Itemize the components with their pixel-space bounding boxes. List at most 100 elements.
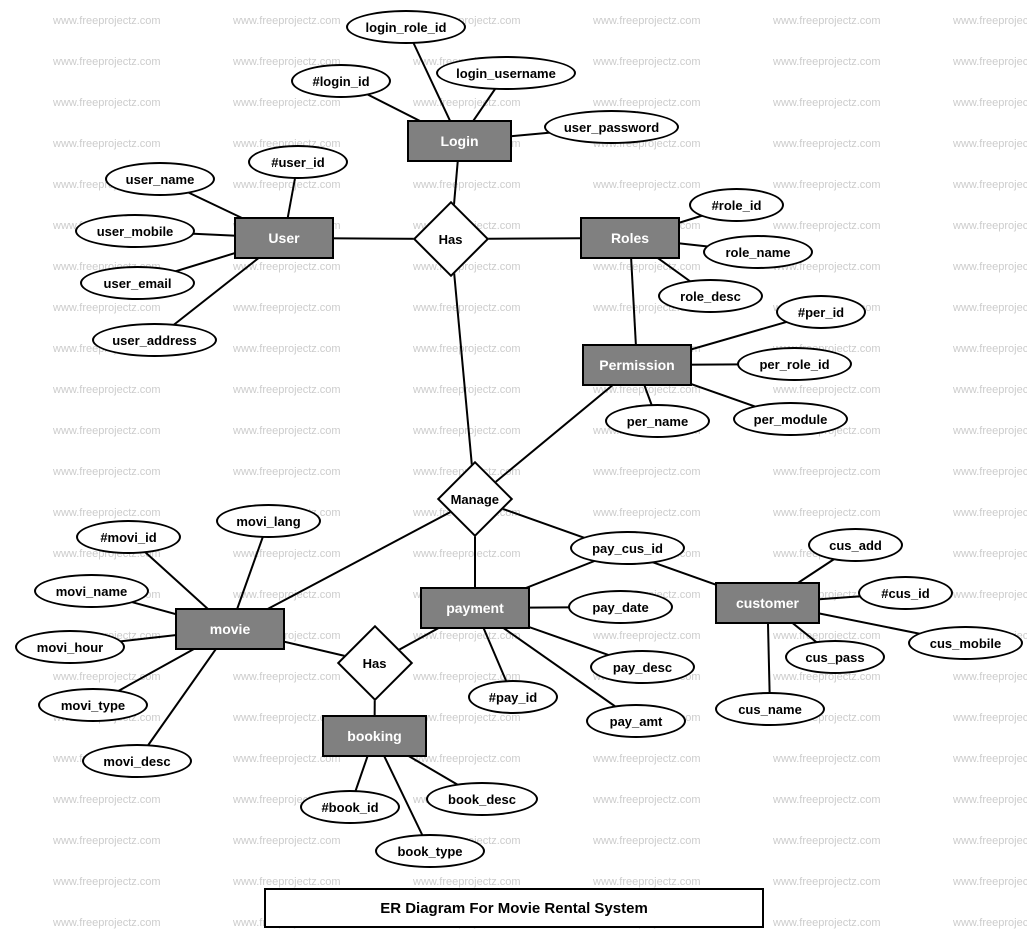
watermark-text: www.freeprojectz.com	[53, 56, 161, 68]
watermark-text: www.freeprojectz.com	[593, 466, 701, 478]
watermark-text: www.freeprojectz.com	[953, 15, 1027, 27]
entity-permission: Permission	[582, 344, 692, 386]
attribute-cus_mobile: cus_mobile	[908, 626, 1023, 660]
watermark-text: www.freeprojectz.com	[53, 671, 161, 683]
attribute-user_name: user_name	[105, 162, 215, 196]
watermark-text: www.freeprojectz.com	[233, 671, 341, 683]
watermark-text: www.freeprojectz.com	[953, 97, 1027, 109]
watermark-text: www.freeprojectz.com	[233, 384, 341, 396]
watermark-text: www.freeprojectz.com	[953, 548, 1027, 560]
attribute-user_mobile: user_mobile	[75, 214, 195, 248]
watermark-text: www.freeprojectz.com	[773, 138, 881, 150]
attribute-per_id: #per_id	[776, 295, 866, 329]
attribute-user_email: user_email	[80, 266, 195, 300]
watermark-text: www.freeprojectz.com	[953, 425, 1027, 437]
attribute-movi_lang: movi_lang	[216, 504, 321, 538]
attribute-user_password: user_password	[544, 110, 679, 144]
watermark-text: www.freeprojectz.com	[773, 794, 881, 806]
watermark-text: www.freeprojectz.com	[413, 179, 521, 191]
watermark-text: www.freeprojectz.com	[53, 876, 161, 888]
watermark-text: www.freeprojectz.com	[233, 261, 341, 273]
attribute-user_address: user_address	[92, 323, 217, 357]
watermark-text: www.freeprojectz.com	[413, 384, 521, 396]
attribute-login_username: login_username	[436, 56, 576, 90]
entity-payment: payment	[420, 587, 530, 629]
entity-roles: Roles	[580, 217, 680, 259]
attribute-per_module: per_module	[733, 402, 848, 436]
attribute-role_id: #role_id	[689, 188, 784, 222]
watermark-text: www.freeprojectz.com	[953, 589, 1027, 601]
watermark-text: www.freeprojectz.com	[233, 835, 341, 847]
watermark-text: www.freeprojectz.com	[953, 138, 1027, 150]
watermark-text: www.freeprojectz.com	[773, 835, 881, 847]
watermark-text: www.freeprojectz.com	[953, 835, 1027, 847]
watermark-text: www.freeprojectz.com	[413, 753, 521, 765]
attribute-book_type: book_type	[375, 834, 485, 868]
watermark-text: www.freeprojectz.com	[413, 425, 521, 437]
watermark-text: www.freeprojectz.com	[233, 97, 341, 109]
attribute-book_id: #book_id	[300, 790, 400, 824]
attribute-pay_cus_id: pay_cus_id	[570, 531, 685, 565]
watermark-text: www.freeprojectz.com	[593, 179, 701, 191]
watermark-text: www.freeprojectz.com	[53, 466, 161, 478]
watermark-text: www.freeprojectz.com	[233, 343, 341, 355]
watermark-text: www.freeprojectz.com	[953, 384, 1027, 396]
attribute-role_name: role_name	[703, 235, 813, 269]
attribute-movi_id: #movi_id	[76, 520, 181, 554]
relationship-manage: Manage	[437, 461, 513, 537]
attribute-movi_type: movi_type	[38, 688, 148, 722]
watermark-text: www.freeprojectz.com	[773, 179, 881, 191]
watermark-text: www.freeprojectz.com	[53, 917, 161, 929]
relationship-has1: Has	[413, 201, 489, 277]
attribute-cus_id: #cus_id	[858, 576, 953, 610]
watermark-text: www.freeprojectz.com	[53, 384, 161, 396]
watermark-text: www.freeprojectz.com	[53, 97, 161, 109]
attribute-book_desc: book_desc	[426, 782, 538, 816]
watermark-text: www.freeprojectz.com	[773, 56, 881, 68]
watermark-text: www.freeprojectz.com	[53, 835, 161, 847]
watermark-text: www.freeprojectz.com	[413, 548, 521, 560]
watermark-text: www.freeprojectz.com	[233, 466, 341, 478]
watermark-text: www.freeprojectz.com	[593, 56, 701, 68]
watermark-text: www.freeprojectz.com	[233, 425, 341, 437]
watermark-text: www.freeprojectz.com	[413, 630, 521, 642]
watermark-text: www.freeprojectz.com	[413, 343, 521, 355]
entity-movie: movie	[175, 608, 285, 650]
attribute-movi_name: movi_name	[34, 574, 149, 608]
watermark-text: www.freeprojectz.com	[773, 507, 881, 519]
watermark-text: www.freeprojectz.com	[233, 589, 341, 601]
entity-customer: customer	[715, 582, 820, 624]
watermark-text: www.freeprojectz.com	[773, 384, 881, 396]
watermark-text: www.freeprojectz.com	[953, 507, 1027, 519]
watermark-text: www.freeprojectz.com	[953, 261, 1027, 273]
watermark-text: www.freeprojectz.com	[953, 712, 1027, 724]
watermark-text: www.freeprojectz.com	[593, 630, 701, 642]
attribute-pay_date: pay_date	[568, 590, 673, 624]
attribute-user_id: #user_id	[248, 145, 348, 179]
watermark-text: www.freeprojectz.com	[233, 548, 341, 560]
entity-booking: booking	[322, 715, 427, 757]
attribute-role_desc: role_desc	[658, 279, 763, 313]
entity-login: Login	[407, 120, 512, 162]
attribute-movi_desc: movi_desc	[82, 744, 192, 778]
watermark-text: www.freeprojectz.com	[773, 466, 881, 478]
watermark-text: www.freeprojectz.com	[953, 794, 1027, 806]
watermark-text: www.freeprojectz.com	[953, 343, 1027, 355]
watermark-text: www.freeprojectz.com	[413, 97, 521, 109]
watermark-text: www.freeprojectz.com	[953, 56, 1027, 68]
watermark-text: www.freeprojectz.com	[53, 302, 161, 314]
attribute-movi_hour: movi_hour	[15, 630, 125, 664]
watermark-text: www.freeprojectz.com	[773, 753, 881, 765]
watermark-text: www.freeprojectz.com	[953, 876, 1027, 888]
attribute-cus_name: cus_name	[715, 692, 825, 726]
watermark-text: www.freeprojectz.com	[593, 507, 701, 519]
watermark-text: www.freeprojectz.com	[593, 15, 701, 27]
diagram-title-box: ER Diagram For Movie Rental System	[264, 888, 764, 928]
watermark-text: www.freeprojectz.com	[953, 917, 1027, 929]
watermark-text: www.freeprojectz.com	[413, 261, 521, 273]
watermark-text: www.freeprojectz.com	[53, 15, 161, 27]
watermark-text: www.freeprojectz.com	[413, 302, 521, 314]
attribute-per_name: per_name	[605, 404, 710, 438]
watermark-text: www.freeprojectz.com	[233, 876, 341, 888]
watermark-text: www.freeprojectz.com	[773, 917, 881, 929]
